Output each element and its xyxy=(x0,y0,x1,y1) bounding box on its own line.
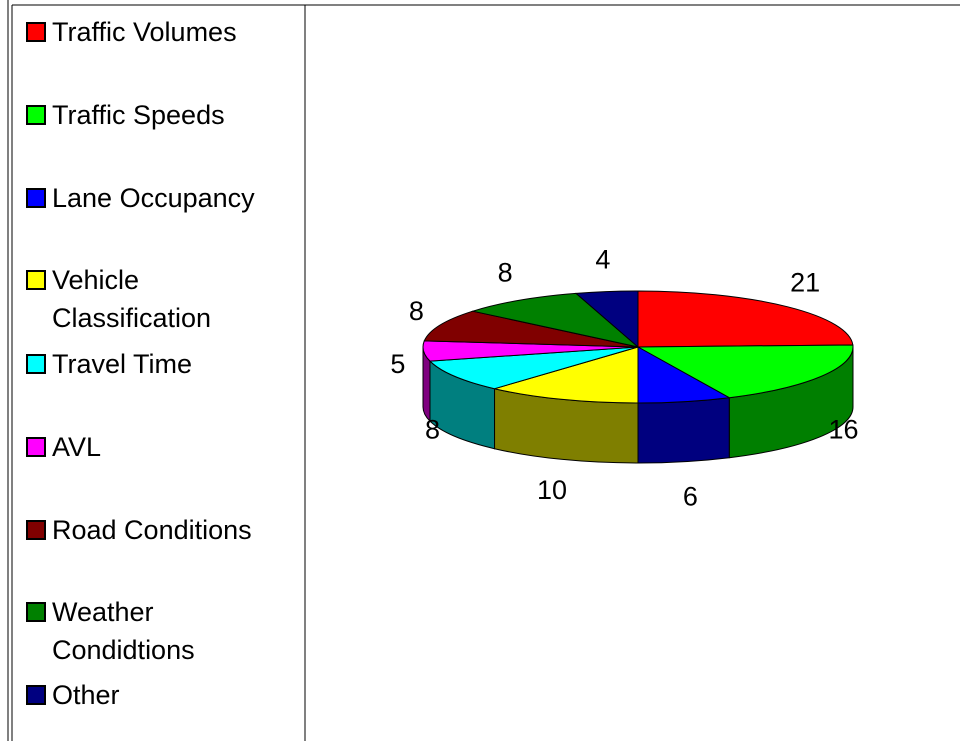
legend-swatch xyxy=(26,270,46,290)
legend-entry: Road Conditions xyxy=(26,511,297,549)
legend-entry: Weather Condidtions xyxy=(26,593,297,669)
data-label: 10 xyxy=(537,475,567,505)
data-label: 16 xyxy=(829,415,859,445)
slice xyxy=(574,290,639,349)
slice xyxy=(423,310,639,348)
slice xyxy=(428,346,639,390)
legend-entry: Lane Occupancy xyxy=(26,179,297,217)
data-label: 6 xyxy=(683,481,698,511)
data-label: 21 xyxy=(790,268,820,298)
legend-swatch xyxy=(26,354,46,374)
legend-swatch xyxy=(26,685,46,705)
legend-label: Road Conditions xyxy=(52,515,252,545)
legend-label: Vehicle Classification xyxy=(52,265,212,333)
legend-label: Other xyxy=(52,680,120,710)
data-label: 8 xyxy=(425,415,440,445)
slice xyxy=(636,344,854,399)
legend-entry: Traffic Volumes xyxy=(26,13,297,51)
data-label: 8 xyxy=(498,258,513,288)
legend-swatch xyxy=(26,520,46,540)
legend-label: Weather Condidtions xyxy=(52,597,195,665)
legend-label: Traffic Speeds xyxy=(52,100,225,130)
legend-swatch xyxy=(26,602,46,622)
legend-swatch xyxy=(26,188,46,208)
slice xyxy=(637,290,854,348)
legend-entry: Vehicle Classification xyxy=(26,261,297,337)
legend-label: Traffic Volumes xyxy=(52,17,237,47)
data-label: 5 xyxy=(390,349,405,379)
legend-swatch xyxy=(26,22,46,42)
data-label: 4 xyxy=(595,244,610,274)
legend-label: Lane Occupancy xyxy=(52,183,255,213)
legend-entry: AVL xyxy=(26,428,297,466)
legend-label: AVL xyxy=(52,432,102,462)
slice xyxy=(492,346,639,404)
legend-entry: Travel Time xyxy=(26,345,297,383)
legend-entry: Other xyxy=(26,676,297,714)
legend-swatch xyxy=(26,105,46,125)
slice-side xyxy=(637,397,730,464)
legend-label: Travel Time xyxy=(52,349,193,379)
data-label: 8 xyxy=(409,296,424,326)
slice xyxy=(470,292,639,348)
legend-swatch xyxy=(26,437,46,457)
legend-entry: Traffic Speeds xyxy=(26,96,297,134)
